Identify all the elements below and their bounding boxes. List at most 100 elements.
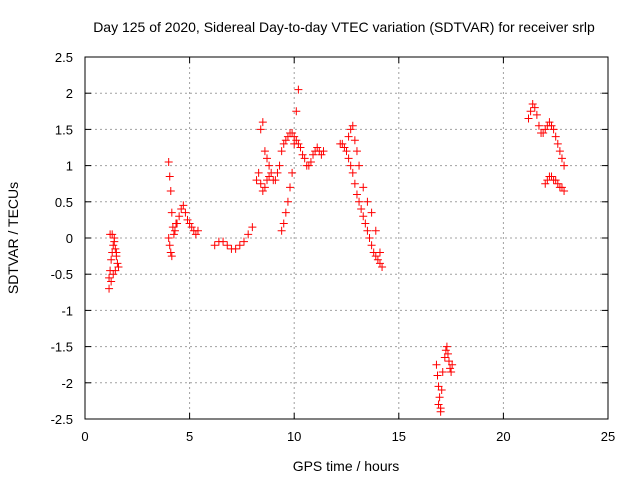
data-point bbox=[277, 226, 286, 235]
data-point bbox=[111, 266, 120, 275]
x-tick-label: 20 bbox=[496, 429, 510, 444]
data-point bbox=[107, 277, 116, 286]
data-point bbox=[179, 201, 188, 210]
series-6 bbox=[524, 100, 569, 195]
data-point bbox=[557, 183, 566, 192]
y-tick-label: -2.5 bbox=[51, 412, 73, 427]
data-point bbox=[164, 234, 173, 242]
data-point bbox=[109, 270, 118, 279]
data-point bbox=[437, 386, 446, 395]
data-point bbox=[290, 132, 299, 141]
data-point bbox=[185, 219, 194, 228]
data-point bbox=[378, 262, 387, 271]
data-point bbox=[256, 179, 265, 188]
data-point bbox=[263, 176, 272, 185]
data-point bbox=[352, 190, 361, 199]
data-point bbox=[288, 168, 297, 177]
data-point bbox=[256, 125, 265, 134]
data-point bbox=[350, 179, 359, 188]
x-tick-label: 25 bbox=[601, 429, 615, 444]
data-point bbox=[352, 147, 361, 156]
data-point bbox=[551, 176, 560, 185]
data-point bbox=[223, 241, 232, 250]
data-point bbox=[181, 208, 190, 217]
series-5 bbox=[432, 342, 457, 416]
data-point bbox=[371, 226, 380, 235]
data-point bbox=[187, 223, 196, 232]
data-point bbox=[346, 161, 355, 170]
data-point bbox=[363, 197, 372, 206]
data-point bbox=[367, 241, 376, 250]
data-point bbox=[294, 85, 303, 94]
data-point bbox=[167, 208, 176, 217]
data-point bbox=[166, 248, 175, 257]
data-point bbox=[265, 161, 274, 170]
data-point bbox=[539, 129, 548, 138]
data-point bbox=[304, 161, 313, 170]
data-point bbox=[375, 248, 384, 257]
data-point bbox=[265, 172, 274, 181]
data-point bbox=[359, 212, 368, 221]
data-point bbox=[165, 241, 174, 250]
data-point bbox=[549, 125, 558, 134]
data-point bbox=[172, 219, 181, 228]
data-point bbox=[296, 143, 305, 152]
data-point bbox=[260, 183, 269, 192]
data-point bbox=[273, 168, 282, 177]
data-point bbox=[313, 143, 322, 152]
data-point bbox=[283, 197, 292, 206]
data-point bbox=[288, 129, 297, 138]
data-point bbox=[555, 147, 564, 156]
data-point bbox=[300, 154, 309, 163]
y-tick-label: -1.5 bbox=[51, 340, 73, 355]
series-3 bbox=[210, 85, 328, 253]
data-point bbox=[442, 342, 451, 351]
data-point bbox=[363, 226, 372, 235]
y-tick-label: 0.5 bbox=[55, 195, 73, 210]
data-point bbox=[254, 168, 263, 177]
plot-frame bbox=[84, 56, 609, 420]
data-points bbox=[105, 85, 569, 416]
data-point bbox=[348, 168, 357, 177]
x-tick-label: 15 bbox=[392, 429, 406, 444]
series-4 bbox=[336, 121, 387, 271]
data-point bbox=[210, 241, 219, 250]
data-point bbox=[342, 147, 351, 156]
data-point bbox=[447, 367, 456, 376]
y-tick-label: 1 bbox=[66, 159, 73, 174]
data-point bbox=[309, 150, 318, 159]
data-point bbox=[553, 139, 562, 148]
x-tick-label: 10 bbox=[287, 429, 301, 444]
data-point bbox=[346, 125, 355, 134]
data-point bbox=[193, 226, 202, 235]
data-point bbox=[438, 367, 447, 376]
data-point bbox=[441, 346, 450, 355]
data-point bbox=[279, 219, 288, 228]
data-point bbox=[355, 161, 364, 170]
data-point bbox=[239, 237, 248, 246]
data-point bbox=[524, 114, 533, 123]
y-tick-label: 0 bbox=[66, 231, 73, 246]
data-point bbox=[534, 121, 543, 130]
data-point bbox=[433, 371, 442, 380]
x-tick-label: 0 bbox=[81, 429, 88, 444]
data-point bbox=[365, 234, 374, 242]
data-point bbox=[357, 205, 366, 214]
data-point bbox=[448, 360, 457, 369]
data-point bbox=[281, 208, 290, 217]
data-point bbox=[306, 157, 315, 166]
data-point bbox=[541, 125, 550, 134]
data-point bbox=[167, 252, 176, 261]
data-point bbox=[361, 219, 370, 228]
data-point bbox=[532, 110, 541, 119]
data-point bbox=[292, 107, 301, 116]
chart-title: Day 125 of 2020, Sidereal Day-to-day VTE… bbox=[93, 19, 595, 35]
data-point bbox=[183, 215, 192, 224]
data-point bbox=[275, 161, 284, 170]
data-point bbox=[547, 172, 556, 181]
data-point bbox=[298, 150, 307, 159]
data-point bbox=[557, 154, 566, 163]
data-point bbox=[281, 136, 290, 145]
data-point bbox=[547, 121, 556, 130]
data-point bbox=[541, 179, 550, 188]
